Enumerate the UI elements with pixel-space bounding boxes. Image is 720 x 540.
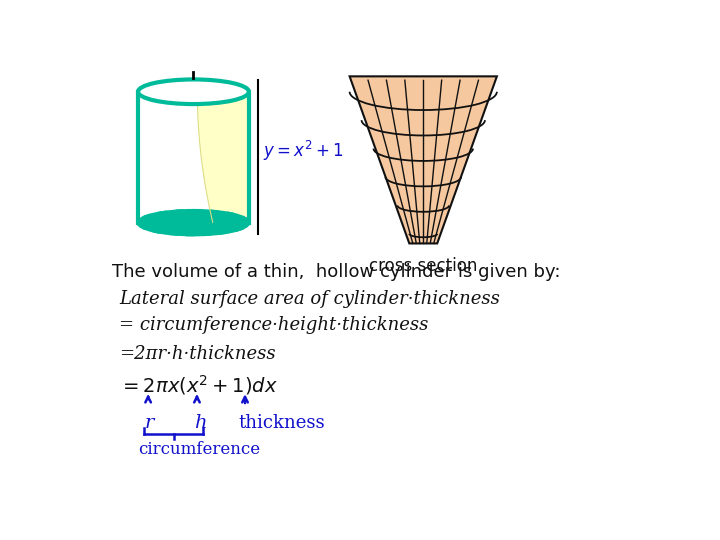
Text: $=2\pi x\left(x^2+1\right)dx$: $=2\pi x\left(x^2+1\right)dx$ bbox=[120, 373, 279, 397]
Text: = circumference·height·thickness: = circumference·height·thickness bbox=[120, 316, 429, 334]
Polygon shape bbox=[350, 76, 497, 244]
Text: $y = x^2+1$: $y = x^2+1$ bbox=[263, 139, 343, 163]
Text: thickness: thickness bbox=[239, 414, 325, 433]
Text: =2πr·h·thickness: =2πr·h·thickness bbox=[120, 345, 276, 363]
Polygon shape bbox=[197, 92, 249, 222]
Text: The volume of a thin,  hollow cylinder is given by:: The volume of a thin, hollow cylinder is… bbox=[112, 264, 560, 281]
Ellipse shape bbox=[138, 79, 249, 104]
Text: h: h bbox=[194, 414, 207, 433]
Text: r: r bbox=[144, 414, 153, 433]
Text: Lateral surface area of cylinder·thickness: Lateral surface area of cylinder·thickne… bbox=[120, 291, 500, 308]
Text: circumference: circumference bbox=[138, 441, 260, 457]
Text: cross section: cross section bbox=[369, 257, 477, 275]
Polygon shape bbox=[138, 92, 249, 222]
Ellipse shape bbox=[138, 210, 249, 235]
